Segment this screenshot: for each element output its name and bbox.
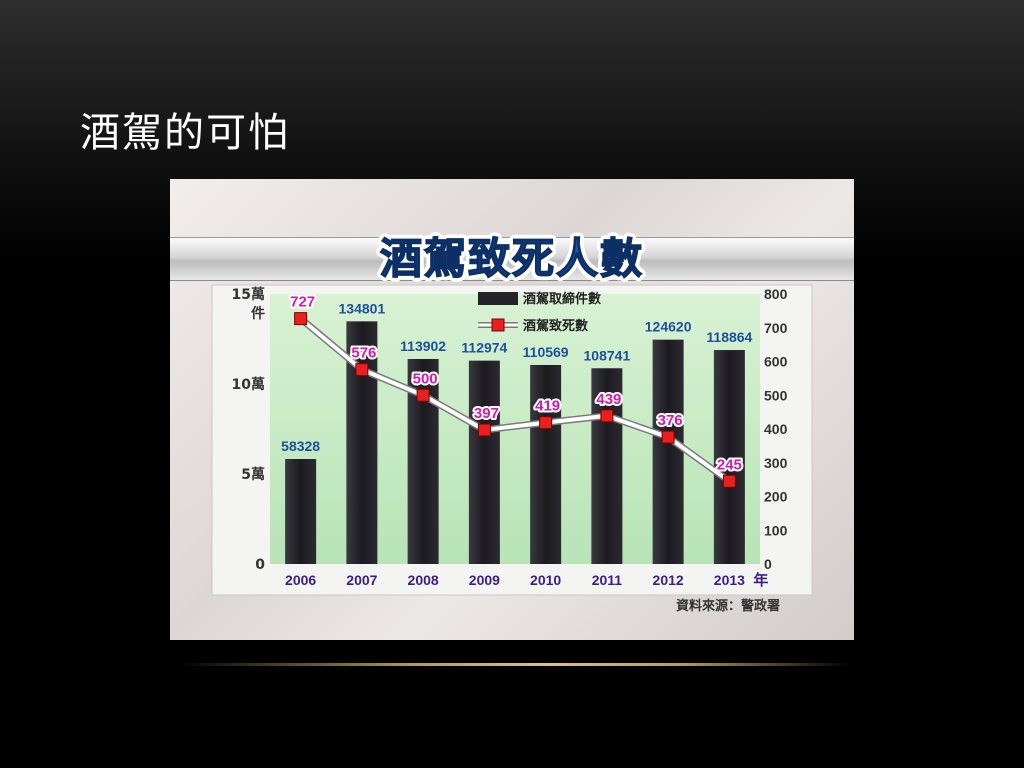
line-label-halo-2010: 419	[535, 398, 560, 415]
bar-label-2013: 118864	[706, 329, 752, 345]
left-axis-unit: 件	[251, 305, 265, 322]
right-tick-700: 700	[764, 320, 788, 336]
bar-label-2007: 134801	[339, 300, 386, 316]
left-tick-0: 0	[255, 557, 265, 573]
bar-label-2012: 124620	[645, 319, 692, 335]
line-label-halo-2009: 397	[474, 405, 499, 422]
left-tick-50000: 5萬	[241, 466, 265, 483]
line-label-2011: 439	[596, 391, 621, 408]
right-tick-800: 800	[764, 286, 788, 302]
line-marker-2012	[661, 430, 675, 444]
bar-label-2010: 110569	[523, 344, 569, 360]
line-layer	[294, 312, 736, 488]
right-tick-600: 600	[764, 354, 788, 370]
line-label-halo-2013: 245	[717, 456, 742, 473]
line-label-halo-2006: 727	[290, 294, 315, 311]
right-tick-0: 0	[764, 556, 772, 572]
x-tick-2013: 2013	[714, 572, 745, 588]
right-tick-500: 500	[764, 387, 788, 403]
line-series	[299, 317, 731, 483]
line-label-2006: 727	[290, 294, 315, 311]
line-marker-2007	[355, 363, 369, 377]
line-marker-2010	[539, 416, 553, 430]
line-marker-2009	[477, 423, 491, 437]
labels-layer: 58328 134801 113902 112974 110569 108741 12462…	[281, 292, 752, 476]
line-label-2010: 419	[535, 398, 560, 415]
bar-label-2009: 112974	[461, 340, 507, 356]
legend-bar-swatch	[478, 292, 518, 305]
right-tick-400: 400	[764, 421, 788, 437]
bar-label-2006: 58328	[281, 438, 320, 454]
x-tick-2007: 2007	[346, 572, 377, 588]
x-tick-2011: 2011	[592, 572, 623, 588]
decorative-divider	[180, 663, 850, 666]
legend-line-label: 酒駕致死數	[523, 318, 588, 334]
line-marker-2013	[722, 474, 736, 488]
x-tick-2012: 2012	[653, 572, 684, 588]
right-tick-300: 300	[764, 455, 788, 471]
chart-title-band	[170, 237, 854, 281]
line-marker-2008	[416, 388, 430, 402]
slide-title: 酒駕的可怕	[80, 110, 290, 156]
left-tick-150000: 15萬	[232, 286, 265, 303]
line-label-2013: 245	[717, 456, 742, 473]
right-tick-200: 200	[764, 489, 788, 505]
line-marker-2011	[600, 409, 614, 423]
bar-2006	[285, 459, 317, 564]
bar-2011	[591, 368, 623, 564]
bar-2013	[713, 350, 745, 564]
line-label-2008: 500	[413, 370, 438, 387]
line-label-halo-2012: 376	[658, 412, 683, 429]
x-tick-2009: 2009	[469, 572, 500, 588]
x-axis-unit: 年	[753, 571, 768, 589]
bar-2010	[530, 364, 562, 564]
left-tick-100000: 10萬	[232, 376, 265, 393]
legend-bar-label: 酒駕取締件數	[523, 291, 601, 307]
chart-title: 酒駕致死人數	[380, 234, 644, 283]
source-note: 資料來源：警政署	[676, 598, 780, 614]
bar-label-2008: 113902	[400, 338, 446, 354]
bar-2009	[468, 360, 500, 564]
line-label-halo-2008: 500	[413, 370, 438, 387]
x-tick-2010: 2010	[530, 572, 561, 588]
x-tick-2006: 2006	[285, 572, 316, 588]
bar-2012	[652, 339, 684, 564]
legend-line-marker	[491, 318, 505, 332]
line-label-halo-2011: 439	[596, 391, 621, 408]
right-tick-100: 100	[764, 522, 788, 538]
line-label-2009: 397	[474, 405, 499, 422]
line-marker-2006	[294, 312, 308, 326]
chart-title-outline: 酒駕致死人數	[380, 234, 644, 283]
line-label-2012: 376	[658, 412, 683, 429]
bars-layer	[285, 321, 745, 564]
line-label-2007: 576	[351, 345, 376, 362]
line-label-halo-2007: 576	[351, 345, 376, 362]
chart-panel: 酒駕致死人數 酒駕致死人數 58328 134801 113902 112974 1105…	[170, 179, 854, 640]
bar-label-2011: 108741	[584, 347, 631, 363]
x-tick-2008: 2008	[408, 572, 439, 588]
